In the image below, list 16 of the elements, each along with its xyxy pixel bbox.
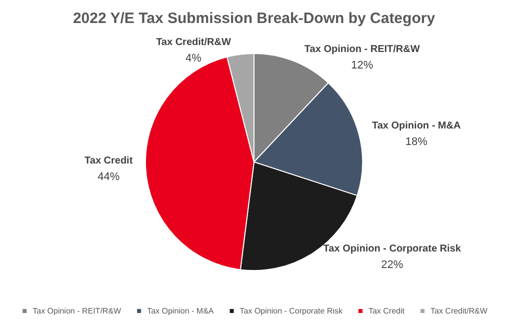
data-label: 12% — [351, 59, 374, 72]
chart-title: 2022 Y/E Tax Submission Break-Down by Category — [72, 10, 436, 27]
slice-label: Tax Credit — [84, 156, 134, 167]
slice-label: Tax Opinion - REIT/R&W — [304, 44, 420, 55]
slice-label: Tax Credit/R&W — [156, 36, 232, 48]
legend-label: Tax Credit/R&W — [430, 306, 488, 316]
data-label: 44% — [98, 171, 120, 184]
legend-label: Tax Opinion - Corporate Risk — [240, 306, 344, 316]
slice-label: Tax Opinion - M&A — [372, 120, 461, 132]
data-label: 22% — [381, 259, 404, 272]
data-label: 18% — [405, 136, 428, 148]
legend-label: Tax Credit — [368, 306, 406, 316]
legend-label: Tax Opinion - REIT/R&W — [32, 306, 122, 316]
legend-label: Tax Opinion - M&A — [147, 306, 214, 316]
slice-label: Tax Opinion - Corporate Risk — [323, 244, 462, 255]
data-label: 4% — [186, 52, 202, 64]
